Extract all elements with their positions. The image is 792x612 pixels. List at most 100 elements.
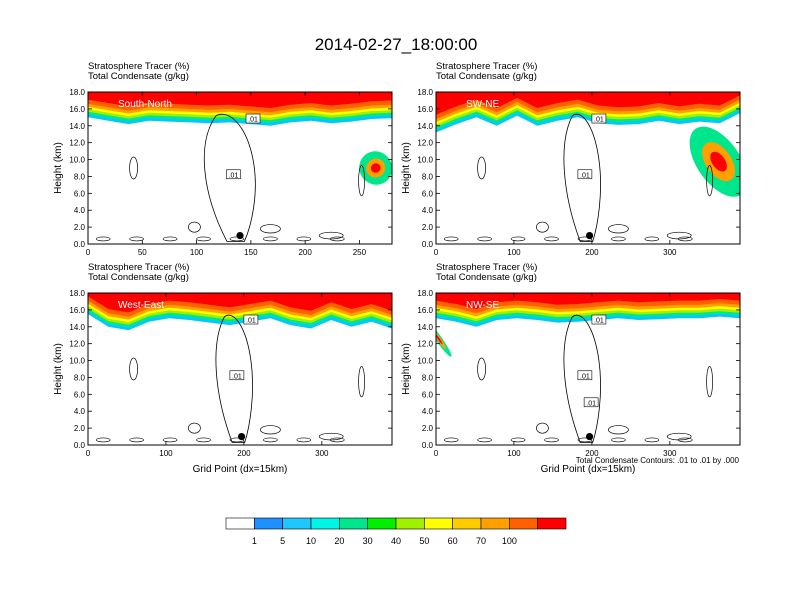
condensate-contour-2 bbox=[536, 221, 549, 233]
contour-label-box bbox=[591, 113, 607, 124]
intrusion-core bbox=[436, 334, 443, 345]
y-tick-label: 2.0 bbox=[422, 424, 434, 433]
panel-label: SW-NE bbox=[466, 99, 499, 110]
y-axis-label: Height (km) bbox=[401, 343, 412, 395]
plot-area: .01 .01 bbox=[88, 92, 392, 244]
contour-label-box bbox=[583, 397, 599, 408]
low-cloud-contour-2 bbox=[477, 437, 492, 443]
y-tick-label: 6.0 bbox=[422, 189, 434, 198]
y-tick-label: 10.0 bbox=[69, 156, 85, 165]
contour-label: .01 bbox=[586, 400, 596, 407]
location-marker bbox=[585, 432, 594, 441]
low-cloud-contour-6 bbox=[263, 236, 278, 242]
panel-label: South-North bbox=[118, 99, 172, 110]
low-cloud-contour-7 bbox=[644, 437, 660, 443]
x-tick-label: 200 bbox=[585, 449, 599, 458]
y-tick-label: 14.0 bbox=[69, 323, 85, 332]
condensate-contour-5 bbox=[706, 366, 713, 398]
low-cloud-contour-2 bbox=[477, 236, 492, 242]
y-tick-label: 4.0 bbox=[74, 407, 86, 416]
plot-area: .01 .01 .01 bbox=[436, 293, 740, 445]
low-cloud-contour-6 bbox=[611, 437, 626, 443]
low-cloud-contour-3 bbox=[510, 437, 526, 443]
colorbar-label: 40 bbox=[391, 536, 401, 546]
panel-label: NW-SE bbox=[466, 300, 499, 311]
colorbar-swatch bbox=[282, 517, 312, 530]
y-axis-label: Height (km) bbox=[401, 142, 412, 194]
y-tick-label: 14.0 bbox=[417, 122, 433, 131]
y-axis-label: Height (km) bbox=[53, 343, 64, 395]
y-tick-label: 18.0 bbox=[69, 289, 85, 298]
low-cloud-contour-6 bbox=[263, 437, 278, 443]
condensate-contour-3 bbox=[608, 425, 629, 435]
panel-header-line: Stratosphere Tracer (%) bbox=[436, 262, 537, 273]
y-tick-label: 8.0 bbox=[74, 373, 86, 382]
condensate-contour-5 bbox=[358, 165, 365, 197]
x-tick-label: 0 bbox=[86, 248, 91, 257]
y-tick-label: 6.0 bbox=[74, 189, 86, 198]
condensate-contour-1 bbox=[129, 357, 138, 381]
low-cloud-contour-5 bbox=[229, 437, 245, 443]
colorbar-swatch bbox=[480, 517, 510, 530]
x-tick-label: 100 bbox=[159, 449, 173, 458]
low-cloud-contour-8 bbox=[677, 437, 693, 443]
y-tick-label: 8.0 bbox=[422, 172, 434, 181]
x-axis-label: Grid Point (dx=15km) bbox=[193, 464, 288, 475]
y-tick-label: 0.0 bbox=[422, 441, 434, 450]
contour-label-box bbox=[229, 370, 245, 381]
contour-label: .01 bbox=[246, 318, 256, 325]
contour-label-box bbox=[245, 113, 261, 124]
low-cloud-contour-8 bbox=[677, 236, 693, 242]
low-cloud-contour-5 bbox=[577, 236, 593, 242]
colorbar-label: 60 bbox=[448, 536, 458, 546]
low-cloud-contour-7 bbox=[644, 236, 660, 242]
tracer-band-7 bbox=[436, 92, 740, 115]
low-cloud-contour-6 bbox=[611, 236, 626, 242]
y-tick-label: 2.0 bbox=[74, 424, 86, 433]
condensate-contour-4 bbox=[318, 231, 344, 240]
panel-2: .01 .01 SW-NE Stratosphere Tracer (%)Total … bbox=[401, 61, 741, 257]
condensate-contour-2 bbox=[188, 422, 201, 434]
colorbar-swatch bbox=[254, 517, 283, 530]
condensate-contour-3 bbox=[260, 224, 281, 234]
contour-label: .01 bbox=[232, 373, 242, 380]
y-tick-label: 12.0 bbox=[417, 139, 433, 148]
intrusion-core bbox=[710, 151, 727, 172]
low-cloud-contour-1 bbox=[95, 437, 111, 443]
intrusion-core bbox=[370, 163, 381, 173]
plot-frame bbox=[435, 292, 741, 446]
panel-header-line: Stratosphere Tracer (%) bbox=[88, 262, 189, 273]
contour-label: .01 bbox=[580, 172, 590, 179]
x-tick-label: 200 bbox=[585, 248, 599, 257]
location-marker bbox=[585, 231, 594, 240]
colorbar-swatch bbox=[339, 517, 368, 530]
low-cloud-contour-4 bbox=[196, 437, 211, 443]
condensate-contour-1 bbox=[129, 156, 138, 180]
y-tick-label: 18.0 bbox=[69, 88, 85, 97]
low-cloud-contour-4 bbox=[544, 437, 559, 443]
x-tick-label: 100 bbox=[507, 248, 521, 257]
condensate-contour-2 bbox=[536, 422, 549, 434]
condensate-contour-4 bbox=[666, 231, 692, 240]
condensate-contour-5 bbox=[706, 165, 713, 197]
panel-3: .01 .01 West-East Stratosphere Tracer (%)To… bbox=[53, 262, 393, 475]
plot-frame bbox=[87, 292, 393, 446]
low-cloud-contour-4 bbox=[544, 236, 559, 242]
contour-label: .01 bbox=[229, 172, 239, 179]
condensate-contour bbox=[215, 314, 253, 443]
x-tick-label: 250 bbox=[353, 248, 367, 257]
condensate-contour bbox=[563, 314, 601, 443]
contour-label-box bbox=[591, 314, 607, 325]
location-marker bbox=[237, 432, 246, 441]
panels: .01 .01 South-North Stratosphere Tracer (%)… bbox=[53, 61, 741, 475]
x-tick-label: 0 bbox=[434, 248, 439, 257]
panel-header-line: Stratosphere Tracer (%) bbox=[88, 61, 189, 72]
colorbar-label: 100 bbox=[502, 536, 517, 546]
condensate-contour-2 bbox=[188, 221, 201, 233]
low-cloud-contour-3 bbox=[510, 236, 526, 242]
contour-label: .01 bbox=[580, 373, 590, 380]
low-cloud-contour-2 bbox=[129, 437, 144, 443]
contour-label-box bbox=[226, 169, 241, 180]
condensate-contour-3 bbox=[608, 224, 629, 234]
y-tick-label: 10.0 bbox=[417, 357, 433, 366]
